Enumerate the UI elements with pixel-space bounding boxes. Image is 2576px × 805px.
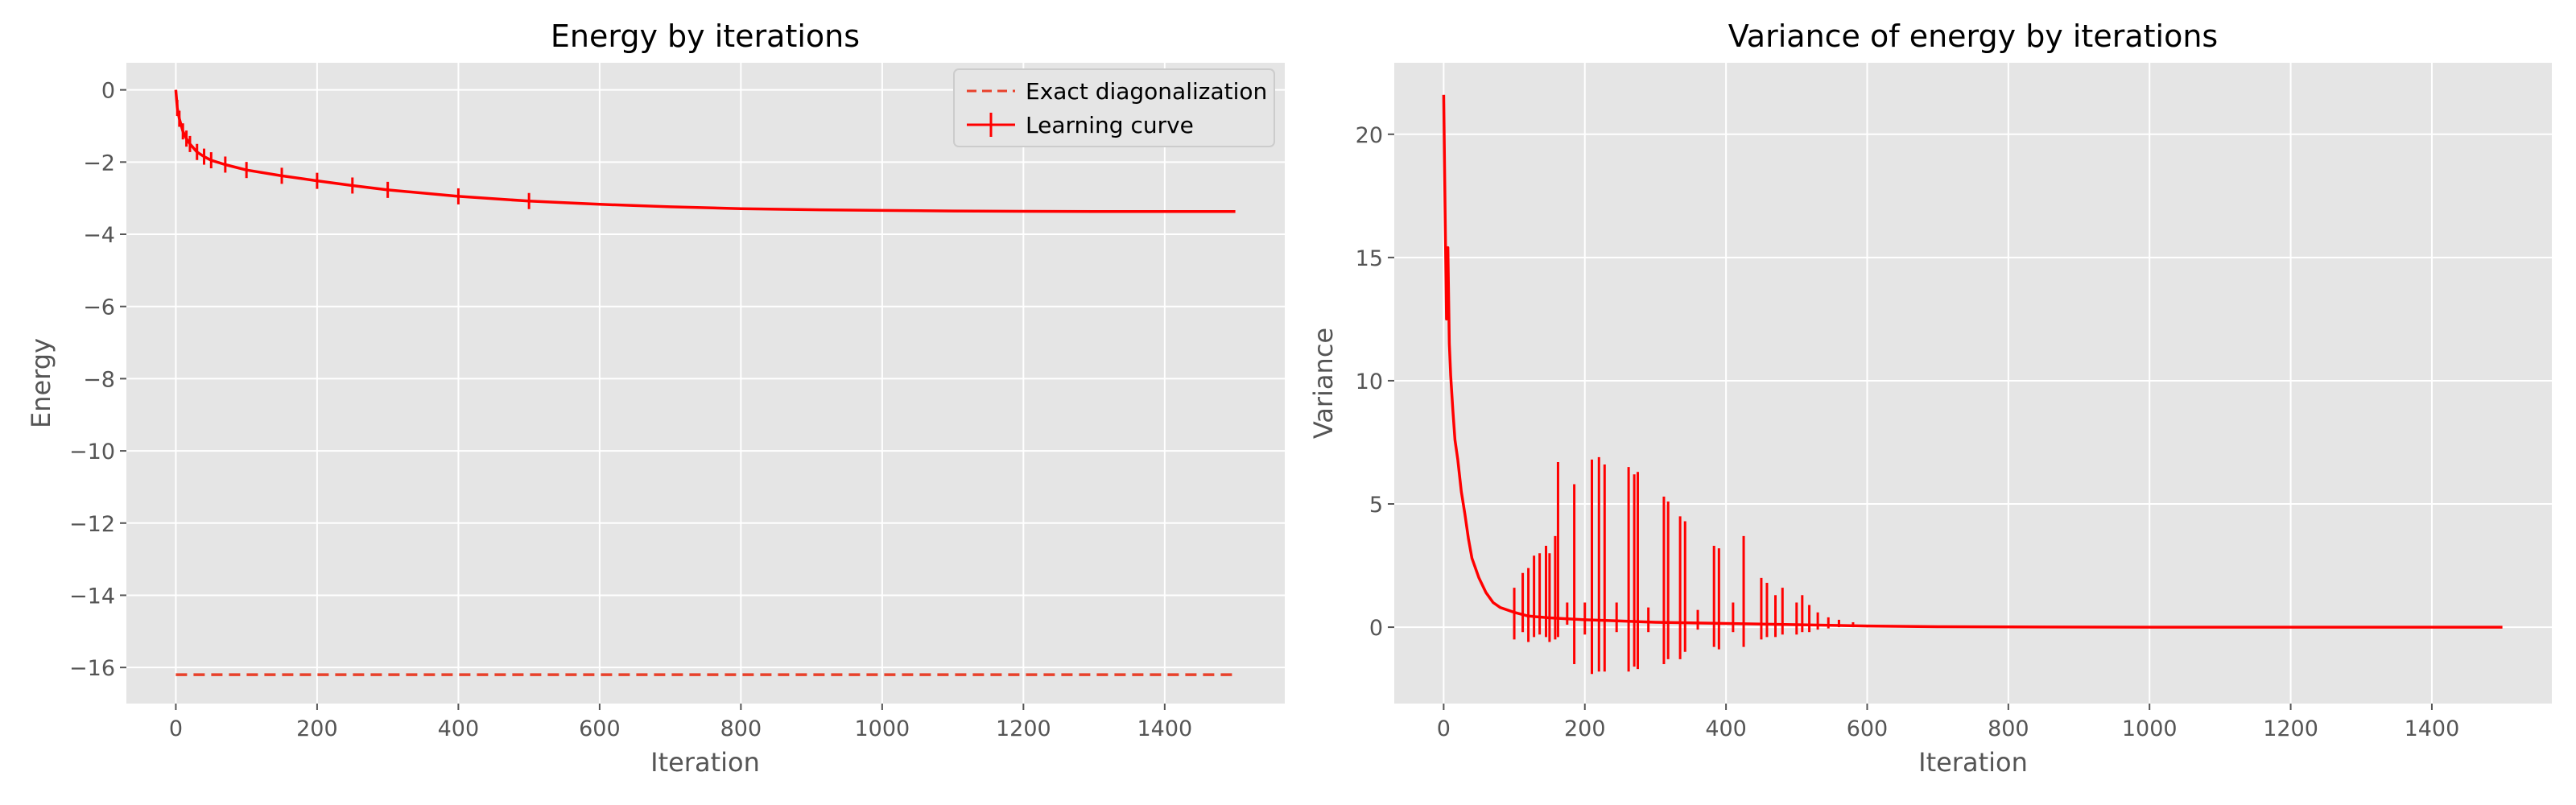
y-tick-label: 5 <box>1369 493 1383 518</box>
plot-area-energy <box>126 63 1285 704</box>
y-tick-label: −10 <box>69 440 115 464</box>
y-tick-label: 0 <box>101 79 115 104</box>
x-tick-label: 1400 <box>2405 716 2460 741</box>
series-energy <box>174 89 1236 676</box>
y-axis-label-energy: Energy <box>26 338 56 428</box>
y-tick-label: 15 <box>1356 246 1383 271</box>
ticks-energy: 0 200 400 600 800 1000 1200 1400 0 −2 −4 −6 −8 −10 −12… <box>69 79 1192 741</box>
x-axis-label-variance: Iteration <box>1918 747 2028 778</box>
series-variance <box>1442 94 2503 675</box>
x-axis-label-energy: Iteration <box>650 747 760 778</box>
legend-box <box>953 68 1275 147</box>
chart-energy: 0 200 400 600 800 1000 1200 1400 0 −2 −4 −6 −8 −10 −12… <box>26 19 1285 778</box>
chart-variance: 0 200 400 600 800 1000 1200 1400 0 5 10 15 20 Varian… <box>1308 19 2552 778</box>
x-tick-label: 800 <box>720 716 762 741</box>
y-axis-label-variance: Variance <box>1308 328 1339 439</box>
y-tick-label: −14 <box>69 584 115 609</box>
y-tick-label: −6 <box>83 295 115 320</box>
chart-title-energy: Energy by iterations <box>551 19 860 54</box>
x-tick-label: 400 <box>438 716 480 741</box>
x-tick-label: 600 <box>1847 716 1889 741</box>
legend: Exact diagonalization Learning curve <box>953 68 1275 147</box>
y-tick-label: 10 <box>1356 369 1383 394</box>
y-tick-label: −8 <box>83 367 115 392</box>
x-tick-label: 1200 <box>996 716 1051 741</box>
y-tick-label: −16 <box>69 656 115 681</box>
x-tick-label: 200 <box>296 716 338 741</box>
y-tick-label: −12 <box>69 512 115 537</box>
legend-label-learning: Learning curve <box>1026 112 1194 138</box>
x-tick-label: 400 <box>1705 716 1747 741</box>
ticks-variance: 0 200 400 600 800 1000 1200 1400 0 5 10 15 20 <box>1356 123 2460 741</box>
x-tick-label: 0 <box>1437 716 1451 741</box>
y-tick-label: −4 <box>83 223 115 248</box>
y-tick-label: −2 <box>83 151 115 175</box>
series-line-variance <box>1442 94 2503 629</box>
x-tick-label: 0 <box>169 716 183 741</box>
x-tick-label: 1400 <box>1137 716 1192 741</box>
x-tick-label: 1000 <box>855 716 910 741</box>
chart-title-variance: Variance of energy by iterations <box>1728 19 2218 54</box>
x-tick-label: 600 <box>579 716 621 741</box>
x-tick-label: 200 <box>1564 716 1606 741</box>
x-tick-label: 1000 <box>2122 716 2178 741</box>
x-tick-label: 800 <box>1988 716 2029 741</box>
y-tick-label: 0 <box>1369 616 1383 641</box>
y-tick-label: 20 <box>1356 123 1383 148</box>
plot-area-variance <box>1394 63 2552 704</box>
x-tick-label: 1200 <box>2263 716 2318 741</box>
legend-label-exact: Exact diagonalization <box>1026 78 1267 105</box>
grid-energy <box>126 63 1285 704</box>
